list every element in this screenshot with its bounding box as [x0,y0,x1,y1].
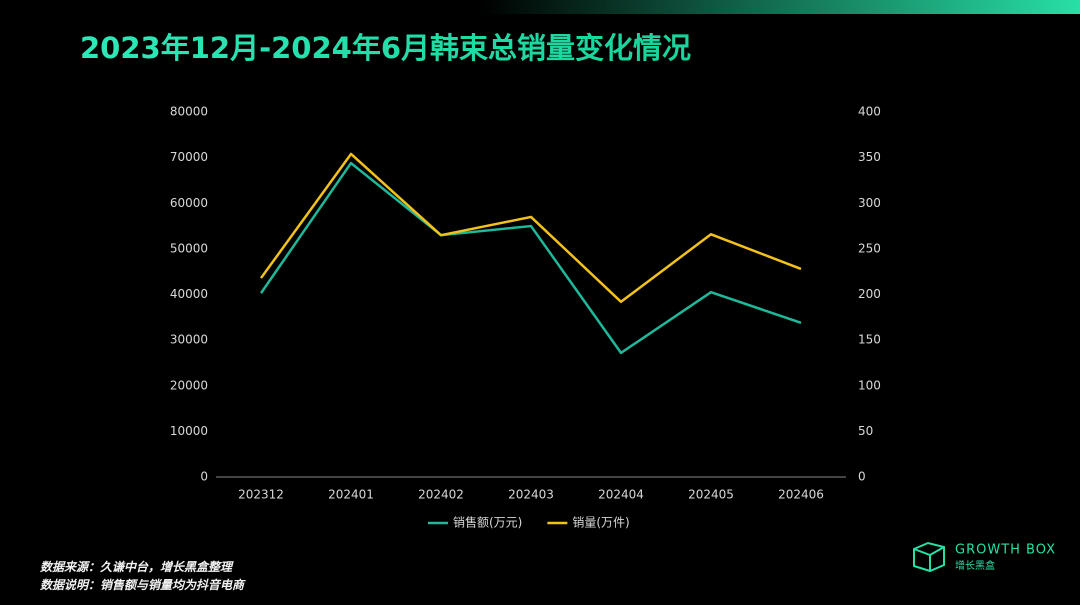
y-tick-label: 40000 [170,287,208,301]
x-tick-label: 202402 [418,488,464,502]
x-tick-label: 202404 [598,488,644,502]
y2-tick-label: 250 [858,241,881,255]
x-tick-label: 202312 [238,488,284,502]
y-tick-label: 50000 [170,241,208,255]
y-tick-label: 70000 [170,150,208,164]
y2-tick-label: 350 [858,150,881,164]
y-tick-label: 20000 [170,378,208,392]
legend-label: 销售额(万元) [453,515,522,530]
x-tick-label: 202405 [688,488,734,502]
y2-tick-label: 300 [858,196,881,210]
y-tick-label: 60000 [170,196,208,210]
y2-tick-label: 50 [858,424,873,438]
logo-name: GROWTH BOX [955,543,1056,558]
source-note: 数据来源：久谦中台，增长黑盒整理 [40,560,234,574]
legend-label: 销量(万件) [572,516,629,530]
data-note: 数据说明：销售额与销量均为抖音电商 [40,578,246,592]
y2-tick-label: 200 [858,287,881,301]
logo-icon [913,541,945,573]
series-line [259,152,802,304]
x-tick-label: 202401 [328,488,374,502]
y-tick-label: 10000 [170,424,208,438]
y2-tick-label: 0 [858,470,866,484]
logo: GROWTH BOX 增长黑盒 [913,541,1056,573]
y-tick-label: 80000 [170,105,208,119]
logo-subtitle: 增长黑盒 [955,559,995,572]
y-tick-label: 0 [200,470,208,484]
x-tick-label: 202406 [778,488,824,502]
y2-tick-label: 100 [858,378,881,392]
y2-tick-label: 400 [858,105,881,119]
chart-title: 2023年12月-2024年6月韩束总销量变化情况 [80,31,691,65]
top-bar [480,0,1080,14]
series-line [259,161,802,355]
y2-tick-label: 150 [858,333,881,347]
x-tick-label: 202403 [508,488,554,502]
y-tick-label: 30000 [170,333,208,347]
